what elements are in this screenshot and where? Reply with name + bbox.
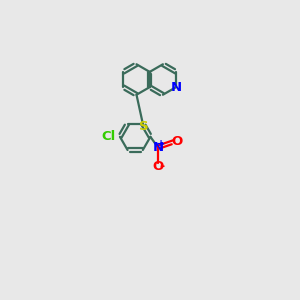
Text: O: O [171,135,182,148]
Text: Cl: Cl [101,130,116,143]
Text: S: S [139,119,148,133]
Text: +: + [158,139,166,149]
Text: N: N [171,81,182,94]
Text: -: - [160,160,165,173]
Text: O: O [152,160,164,173]
Text: N: N [152,141,164,154]
